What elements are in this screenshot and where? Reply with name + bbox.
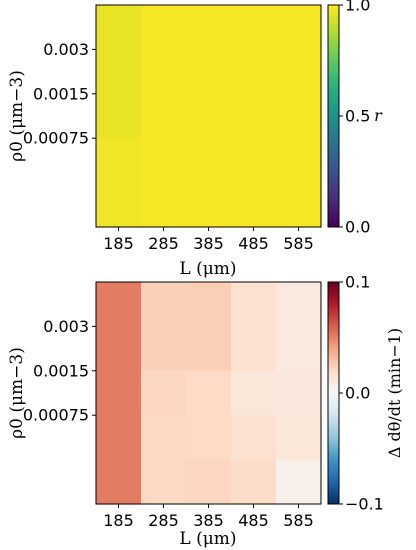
heatmap-cell (96, 182, 142, 228)
y-tick-label: 0.00075 (23, 406, 89, 425)
heatmap-cell (231, 282, 277, 327)
bottom-colorbar-ticks: −0.1 0.0 0.1 (339, 273, 384, 514)
heatmap-cell (141, 459, 187, 505)
heatmap-cell (186, 49, 232, 95)
heatmap-cell (96, 415, 142, 461)
heatmap-cell (276, 282, 322, 327)
x-tick-label: 485 (238, 511, 269, 530)
heatmap-cell (186, 459, 232, 505)
colorbar-tick-label: 0.5 (345, 107, 370, 126)
x-tick-label: 585 (283, 234, 314, 253)
heatmap-cell (141, 49, 187, 95)
heatmap-cell (186, 370, 232, 416)
heatmap-cell (186, 415, 232, 461)
heatmap-cell (186, 93, 232, 139)
heatmap-cell (186, 5, 232, 50)
heatmap-cell (231, 93, 277, 139)
heatmap-cell (186, 182, 232, 228)
heatmap-cell (186, 138, 232, 184)
heatmap-cell (276, 5, 322, 50)
heatmap-cell (96, 93, 142, 139)
heatmap-cell (96, 282, 142, 327)
top-y-ticks: 0.003 0.0015 0.00075 (23, 40, 96, 148)
bottom-colorbar (327, 281, 340, 505)
y-tick-label: 0.00075 (23, 129, 89, 148)
heatmap-cell (141, 282, 187, 327)
heatmap-cell (276, 459, 322, 505)
heatmap-cell (141, 370, 187, 416)
x-tick-label: 285 (148, 511, 179, 530)
heatmap-cell (186, 282, 232, 327)
colorbar-tick-label: 0.0 (345, 384, 370, 403)
x-tick-label: 185 (103, 234, 134, 253)
heatmap-cell (276, 138, 322, 184)
heatmap-cell (276, 93, 322, 139)
heatmap-cell (141, 138, 187, 184)
heatmap-cell (141, 326, 187, 372)
x-tick-label: 585 (283, 511, 314, 530)
heatmap-cell (141, 93, 187, 139)
heatmap-cell (276, 370, 322, 416)
heatmap-cell (141, 182, 187, 228)
heatmap-cell (231, 5, 277, 50)
bottom-colorbar-label: Δ dθ/dt (min−1) (385, 328, 404, 458)
heatmap-cell (276, 49, 322, 95)
bottom-y-axis-label: ρ0 (μm−3) (7, 347, 27, 439)
y-tick-label: 0.0015 (33, 84, 89, 103)
bottom-heatmap-panel: 185 285 385 485 585 0.003 0.0015 0.00075 L (μm… (7, 273, 404, 550)
heatmap-cell (186, 326, 232, 372)
heatmap-cell (141, 5, 187, 50)
top-y-axis-label: ρ0 (μm−3) (7, 70, 27, 162)
x-tick-label: 385 (193, 234, 224, 253)
top-heatmap-cells (96, 5, 322, 228)
bottom-heatmap-cells (96, 282, 322, 505)
heatmap-cell (96, 138, 142, 184)
heatmap-cell (96, 370, 142, 416)
top-heatmap-panel: 185 285 385 485 585 0.003 0.0015 0.00075 L (μm… (7, 0, 383, 279)
colorbar-tick-label: 1.0 (345, 0, 370, 15)
heatmap-cell (141, 415, 187, 461)
bottom-x-axis-label: L (μm) (179, 529, 236, 549)
x-tick-label: 385 (193, 511, 224, 530)
top-colorbar (327, 4, 340, 228)
heatmap-cell (231, 459, 277, 505)
colorbar-tick-label: 0.0 (345, 218, 370, 237)
y-tick-label: 0.0015 (33, 361, 89, 380)
heatmap-cell (276, 415, 322, 461)
heatmap-cell (276, 326, 322, 372)
heatmap-cell (231, 49, 277, 95)
top-x-axis-label: L (μm) (179, 259, 236, 279)
x-tick-label: 185 (103, 511, 134, 530)
y-tick-label: 0.003 (43, 317, 89, 336)
heatmap-cell (96, 5, 142, 50)
top-colorbar-ticks: 0.0 0.5 1.0 (339, 0, 370, 237)
x-tick-label: 485 (238, 234, 269, 253)
x-tick-label: 285 (148, 234, 179, 253)
y-tick-label: 0.003 (43, 40, 89, 59)
bottom-x-ticks: 185 285 385 485 585 (103, 504, 314, 530)
heatmap-cell (96, 49, 142, 95)
colorbar-tick-label: −0.1 (345, 495, 384, 514)
heatmap-cell (231, 138, 277, 184)
heatmap-cell (231, 415, 277, 461)
bottom-y-ticks: 0.003 0.0015 0.00075 (23, 317, 96, 425)
heatmap-cell (96, 326, 142, 372)
top-colorbar-label: r (374, 106, 383, 125)
heatmap-cell (96, 459, 142, 505)
heatmap-cell (231, 326, 277, 372)
top-x-ticks: 185 285 385 485 585 (103, 227, 314, 253)
heatmap-cell (231, 370, 277, 416)
colorbar-tick-label: 0.1 (345, 273, 370, 292)
heatmap-cell (276, 182, 322, 228)
heatmap-cell (231, 182, 277, 228)
